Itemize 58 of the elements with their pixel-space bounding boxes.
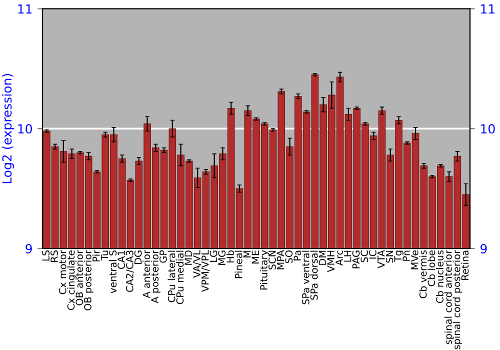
x-tick-label: spinal cord posterior (452, 250, 462, 350)
x-tick-label: spinal cord anterior (444, 250, 454, 344)
x-tick-label: Retina (461, 250, 469, 280)
x-tick-label: SCN (268, 250, 276, 270)
x-tick-label: ventral S (109, 250, 117, 294)
x-tick-label: Pituitary (260, 250, 270, 290)
x-tick-label: IC (369, 250, 376, 259)
x-tick-label: M (243, 250, 251, 258)
x-tick-label: LG (210, 250, 218, 262)
x-tick-label: GP (160, 250, 167, 263)
x-tick-label: SPa ventral (302, 250, 310, 304)
x-tick-label: Hb (226, 250, 234, 262)
y2-tick-label: 9 (480, 244, 487, 254)
x-tick-label: OB anterior (76, 250, 84, 306)
x-tick-label: SN (386, 250, 394, 263)
x-tick-label: MD (184, 250, 192, 265)
x-tick-label: CA2/CA3 (126, 250, 134, 292)
x-tick-label: A anterior (142, 250, 150, 298)
x-tick-label: LH (344, 250, 352, 262)
x-tick-label: Cb vermis (419, 250, 427, 298)
x-tick-label: MPA (276, 250, 284, 270)
x-tick-label: MVe (411, 250, 418, 270)
x-tick-label: Cb nucleus (436, 250, 444, 303)
x-tick-label: Tu (100, 250, 108, 261)
y2-tick-label: 11 (481, 4, 494, 14)
y-tick-label: 9 (26, 244, 32, 254)
x-tick-label: CA1 (118, 250, 125, 269)
x-tick-label: Tg (394, 250, 404, 262)
x-tick-label: Pineal (234, 250, 242, 278)
x-tick-label: VTA (378, 250, 385, 268)
x-tick-label: Cb lobe (428, 250, 436, 286)
x-tick-label: A posterior (150, 250, 160, 304)
x-tick-label: Cx motor (58, 250, 66, 294)
x-tick-label: SO (285, 250, 293, 264)
x-tick-label: DM (318, 250, 326, 265)
x-tick-label: DG (134, 250, 142, 264)
x-tick-label: CPu lateral (168, 250, 176, 302)
y-tick-label: 10 (18, 124, 32, 134)
x-tick-label: SC (360, 250, 368, 262)
x-tick-label: Pa (294, 250, 301, 260)
x-tick-label: VPM/VPL (202, 250, 210, 292)
x-tick-label: MG (218, 250, 226, 265)
y2-tick-label: 10 (481, 124, 495, 134)
x-tick-label: VMH (327, 250, 334, 272)
x-tick-label: CPu medial (176, 250, 184, 304)
x-tick-label: OB posterior (84, 250, 94, 310)
x-tick-label: Arc (336, 250, 343, 266)
x-tick-label: Pn (402, 250, 410, 261)
x-tick-label: Pir (92, 250, 100, 262)
y-tick-label: 11 (18, 4, 32, 14)
x-tick-label: PAG (352, 250, 360, 268)
x-tick-label: VA/VL (193, 250, 202, 278)
x-tick-label: LS (42, 250, 50, 261)
x-tick-label: RS (50, 250, 58, 262)
x-tick-label: ME (252, 250, 259, 264)
x-tick-label: Cx cingulate (67, 250, 77, 310)
y-axis-title: Log2 (expression) (2, 74, 14, 184)
x-tick-label: SPa dorsal (310, 250, 318, 300)
